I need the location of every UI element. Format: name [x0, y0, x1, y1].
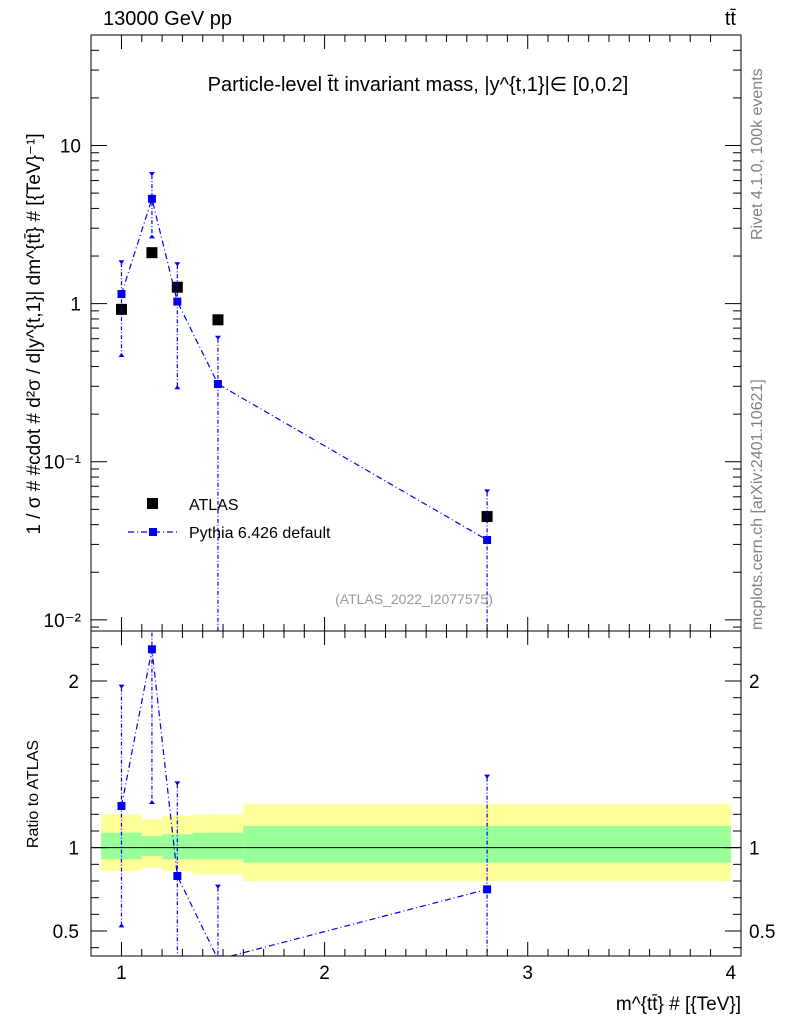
ratio-marks [117, 631, 492, 1017]
mc-line [120, 196, 488, 541]
header-process: tt̄ [725, 8, 737, 30]
ratio-y-tick-label: 1 [68, 839, 79, 860]
ratio-mc-errorcap-high [118, 684, 125, 689]
legend-mc-marker [149, 528, 157, 536]
main-y-axis-title: 1 / σ # #cdot # d²σ / d|y^{t,1}| dm^{tt̄… [24, 133, 45, 534]
main-y-tick-label: 10 [60, 137, 81, 158]
mc-errorcap-high [214, 335, 221, 340]
mc-point [483, 535, 492, 544]
ratio-y-axis-title: Ratio to ATLAS [25, 740, 42, 848]
main-y-tick-label: 10⁻¹ [44, 453, 82, 474]
ratio-mc-errorcap-high [174, 781, 181, 786]
legend-data-marker [147, 498, 158, 509]
mc-errorcap-high [118, 260, 125, 265]
ratio-y-tick-label: 0.5 [53, 922, 79, 943]
mc-point [117, 290, 126, 299]
ratio-mc-errorcap-low [484, 1013, 490, 1017]
mcplots-label: mcplots.cern.ch [arXiv:2401.10621] [749, 379, 766, 630]
plot-title: Particle-level t̄t invariant mass, |y^{t… [208, 74, 629, 96]
ratio-y-tick-label-right: 2 [749, 672, 760, 693]
ratio-frame [90, 630, 742, 957]
mc-errorcap-low [174, 385, 181, 390]
mc-errorcap-high [174, 262, 181, 267]
mc-errorcap-high [148, 172, 155, 177]
header-energy: 13000 GeV pp [103, 8, 232, 30]
mc-errorcap-low [118, 353, 125, 358]
axes: 1 2 3 4 10⁻² 10⁻¹ 1 10 0.5 0.5 1 1 2 2 [44, 34, 775, 984]
legend-mc-label: Pythia 6.426 default [189, 525, 331, 542]
ratio-y-tick-label-right: 0.5 [749, 922, 775, 943]
legend: ATLAS Pythia 6.426 default [128, 497, 331, 542]
x-axis-title: m^{tt̄} # [{TeV}] [616, 994, 741, 1015]
ratio-mc-line [120, 649, 488, 956]
ratio-mc-errorcap-low [118, 923, 125, 928]
ratio-mc-point [147, 645, 156, 654]
ratio-mc-point [173, 872, 182, 880]
legend-data-label: ATLAS [189, 497, 239, 514]
ratio-band-inner-1 [141, 836, 163, 856]
ratio-mc-errorcap-low [174, 972, 180, 976]
x-tick-label: 4 [726, 963, 737, 984]
atlas-data-point [146, 247, 158, 259]
x-tick-label: 3 [522, 963, 533, 984]
atlas-data-point [212, 314, 224, 326]
mc-point [147, 194, 156, 203]
ratio-mc-errorcap-high [214, 884, 221, 889]
ratio-y-tick-label-right: 1 [749, 839, 760, 860]
mc-point [173, 297, 182, 306]
x-tick-label: 2 [319, 963, 330, 984]
analysis-tag: (ATLAS_2022_I2077575) [335, 591, 493, 607]
rivet-label: Rivet 4.1.0, 100k events [749, 68, 766, 240]
ratio-band-inner-3 [192, 832, 244, 860]
ratio-y-tick-label: 2 [68, 672, 79, 693]
ratio-mc-point [213, 955, 222, 956]
ratio-mc-errorcap-low [215, 1013, 221, 1017]
ratio-mc-point [483, 885, 492, 894]
mc-point [213, 380, 222, 389]
mc-errorcap-high [484, 489, 491, 494]
x-tick-label: 1 [116, 963, 127, 984]
atlas-data-point [171, 281, 183, 293]
ratio-mc-errorcap-low [148, 800, 155, 804]
ratio-mc-point [117, 802, 126, 810]
mc-errorcap-low [148, 234, 155, 239]
main-y-tick-label: 10⁻² [44, 611, 82, 632]
ratio-band-inner-0 [101, 832, 142, 860]
ratio-band-group [101, 804, 731, 881]
main-y-tick-label: 1 [70, 295, 81, 316]
ratio-mc-errorcap-high [484, 774, 491, 779]
main-marks [115, 172, 493, 631]
ratio-band-inner-2 [162, 834, 193, 860]
